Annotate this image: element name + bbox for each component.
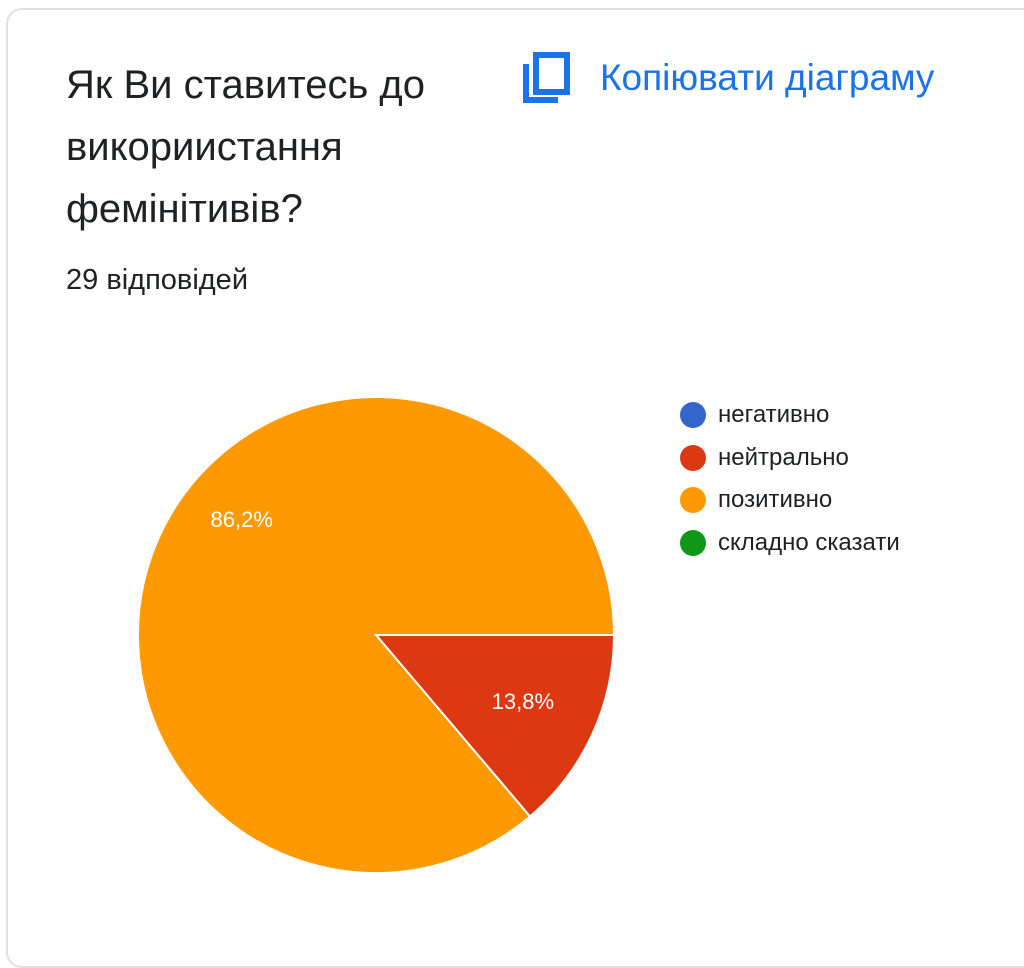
copy-chart-button[interactable]: Копіювати діаграму <box>520 48 934 108</box>
pie-slice-1[interactable] <box>373 634 616 818</box>
copy-icon <box>523 52 570 103</box>
pie-chart: 13,8% 86,2% <box>137 396 616 874</box>
legend-item[interactable]: нейтрально <box>680 437 900 480</box>
legend-swatch <box>680 529 706 556</box>
chart-legend: негативно нейтрально позитивно складно сказ… <box>680 394 900 564</box>
legend-label: нейтрально <box>718 443 849 471</box>
pie-data-label-1: 13,8% <box>492 689 554 714</box>
legend-item[interactable]: позитивно <box>680 479 900 522</box>
legend-swatch <box>680 402 706 429</box>
question-title: Як Ви ставитесь до викориистання фемініт… <box>66 63 426 231</box>
legend-label: позитивно <box>718 486 833 514</box>
legend-item[interactable]: негативно <box>680 394 900 437</box>
legend-swatch <box>680 444 706 471</box>
legend-label: складно сказати <box>718 528 900 556</box>
copy-chart-label: Копіювати діаграму <box>600 57 935 98</box>
pie-data-label-2: 86,2% <box>211 507 273 532</box>
pie-slice-2[interactable] <box>137 396 616 874</box>
response-count: 29 відповідей <box>66 264 249 296</box>
legend-label: негативно <box>718 401 830 429</box>
legend-item[interactable]: складно сказати <box>680 522 900 565</box>
legend-swatch <box>680 487 706 514</box>
